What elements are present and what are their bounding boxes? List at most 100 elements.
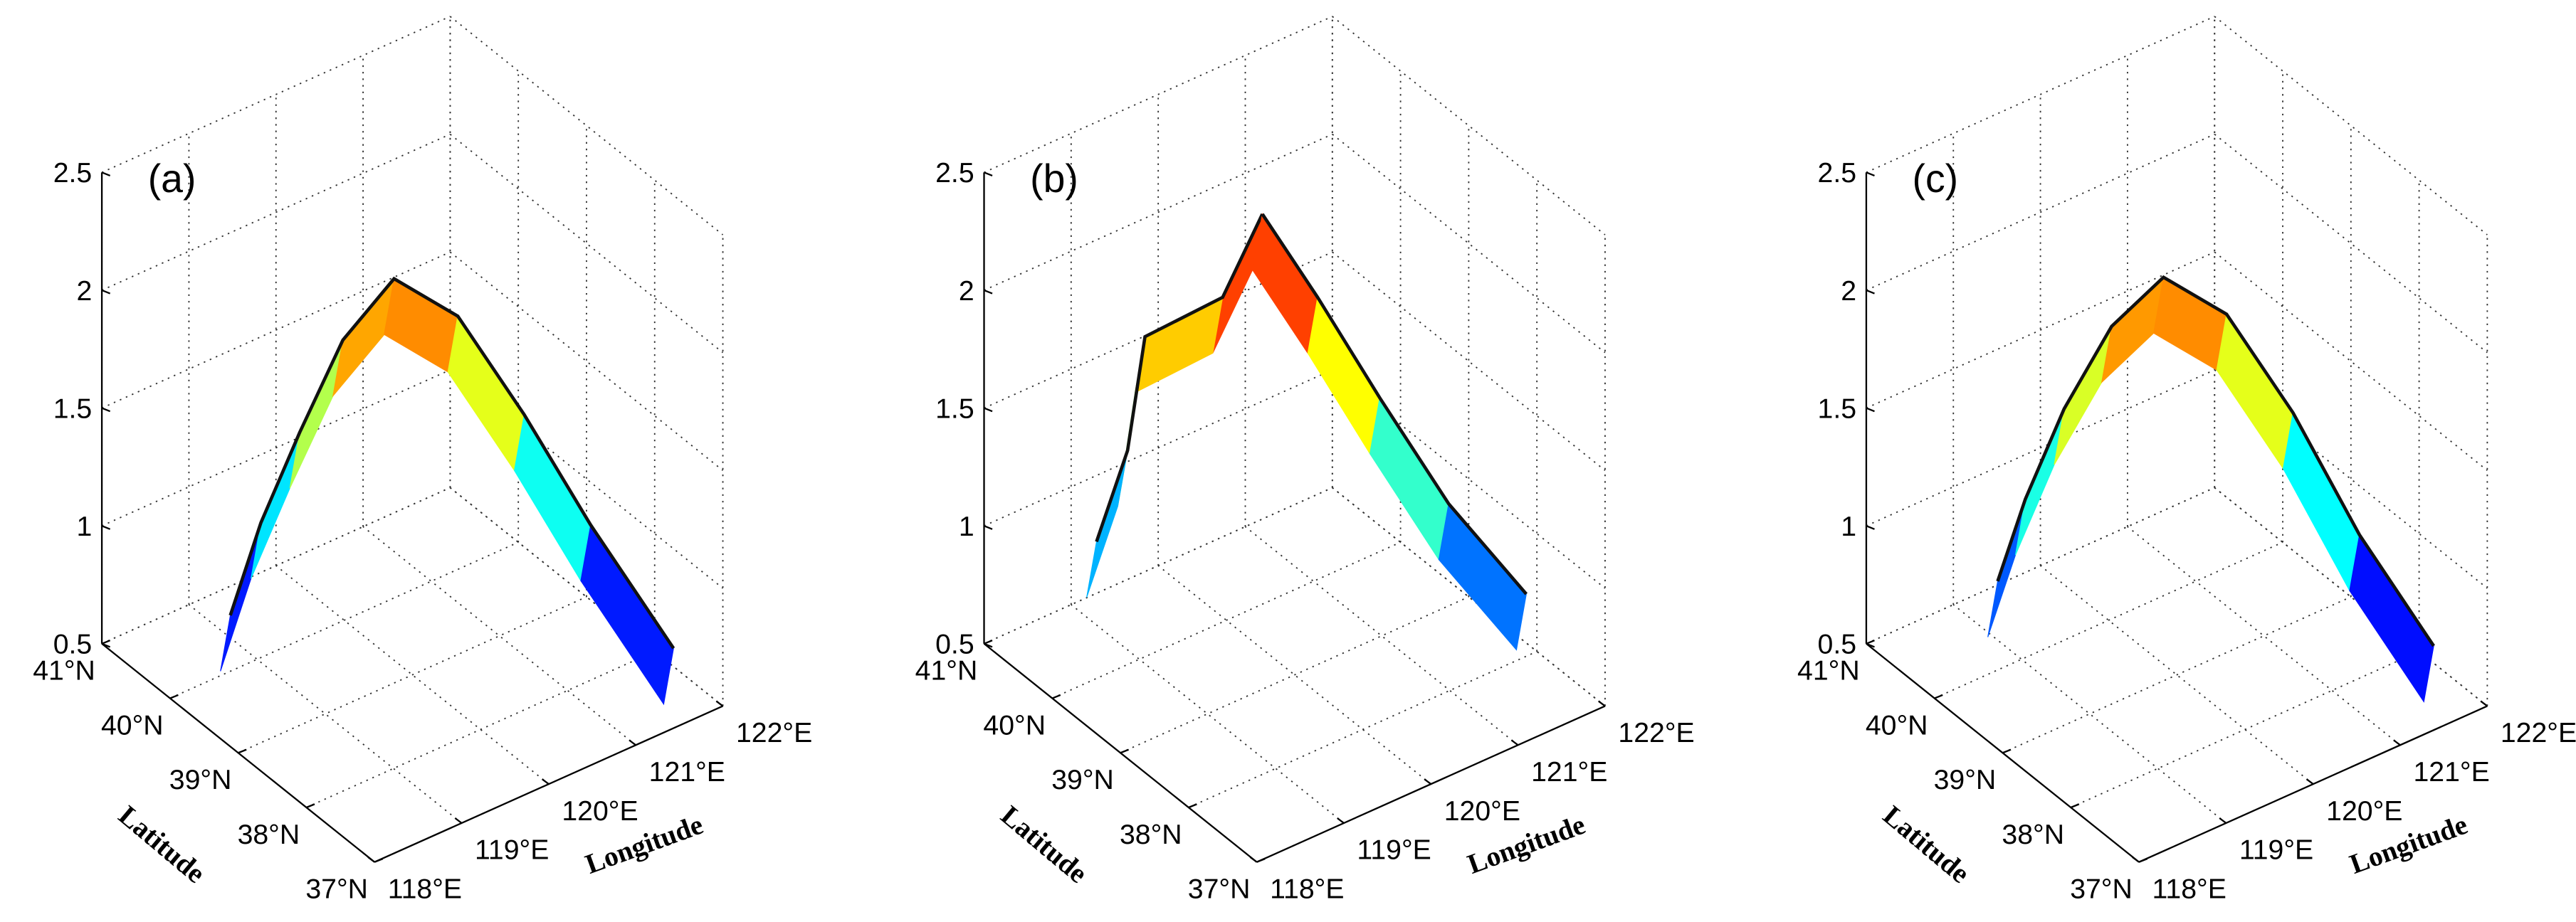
grid-line — [306, 650, 656, 808]
tick-mark — [541, 778, 550, 785]
grid-line — [101, 487, 451, 645]
tick-mark — [101, 642, 111, 648]
tick-mark — [715, 700, 724, 707]
x-tick-label: 121°E — [649, 756, 725, 788]
y-tick-label: 37°N — [2070, 874, 2133, 905]
tick-mark — [1866, 525, 1875, 530]
tick-mark — [1424, 778, 1431, 785]
x-tick-label: 120°E — [562, 795, 638, 827]
tick-mark — [1120, 748, 1130, 754]
surface-patch — [514, 413, 592, 583]
tick-mark — [984, 642, 993, 648]
tick-mark — [1598, 700, 1606, 707]
y-tick-label: 41°N — [1797, 655, 1860, 687]
tick-mark — [238, 748, 247, 754]
y-tick-label: 41°N — [33, 655, 95, 687]
y-tick-label: 39°N — [1934, 764, 1997, 795]
x-tick-label: 118°E — [2152, 874, 2227, 905]
grid-line — [1934, 541, 2283, 699]
tick-mark — [1188, 803, 1197, 809]
x-axis — [2138, 705, 2488, 863]
grid-line — [1866, 16, 2215, 174]
surface-patch — [1134, 296, 1224, 393]
tick-mark — [2393, 739, 2401, 746]
x-tick-label: 119°E — [2239, 834, 2313, 866]
panel-label: (b) — [1030, 157, 1078, 201]
panel-label: (a) — [148, 157, 196, 201]
tick-mark — [374, 858, 384, 863]
tick-mark — [629, 739, 636, 746]
x-axis — [374, 705, 724, 863]
x-tick-label: 119°E — [475, 834, 549, 866]
tick-mark — [2306, 778, 2314, 785]
z-tick-label: 1.5 — [53, 393, 93, 424]
tick-mark — [2219, 817, 2227, 824]
grid-line — [1120, 596, 1469, 754]
y-tick-label: 40°N — [1866, 709, 1928, 741]
grid-line — [984, 487, 1333, 645]
surface-ridge — [1996, 275, 2435, 647]
grid-line — [2002, 596, 2352, 754]
grid-line — [984, 369, 1333, 527]
y-tick-label: 38°N — [2002, 819, 2064, 850]
y-tick-label: 40°N — [983, 709, 1046, 741]
surface-patch — [1307, 296, 1381, 455]
grid-line — [169, 541, 519, 699]
y-tick-label: 41°N — [915, 655, 978, 687]
tick-mark — [1866, 642, 1875, 648]
grid-line — [101, 16, 451, 174]
z-tick-label: 1 — [1841, 511, 1856, 542]
surface-patch — [2349, 534, 2434, 703]
surface-patch — [2014, 408, 2065, 556]
tick-mark — [1866, 640, 1875, 645]
z-tick-label: 2.5 — [935, 157, 974, 189]
surface-patch — [1369, 396, 1449, 561]
x-tick-label: 120°E — [1444, 795, 1520, 827]
tick-mark — [1337, 817, 1345, 824]
surface-patch — [1212, 213, 1263, 354]
tick-mark — [306, 803, 315, 809]
y-axis-label: Latitude — [995, 800, 1093, 889]
tick-mark — [101, 407, 111, 413]
z-tick-label: 0.5 — [935, 629, 974, 660]
y-tick-label: 39°N — [1051, 764, 1114, 795]
tick-mark — [984, 171, 993, 177]
panel-label: (c) — [1913, 157, 1959, 201]
tick-mark — [984, 525, 993, 530]
z-tick-label: 1 — [76, 511, 92, 542]
grid-line — [984, 16, 1333, 174]
x-tick-label: 121°E — [2414, 756, 2490, 788]
y-axis-label: Latitude — [1877, 800, 1975, 889]
y-tick-label: 39°N — [169, 764, 232, 795]
y-tick-label: 38°N — [238, 819, 300, 850]
surface-patch — [2282, 411, 2360, 592]
grid-line — [1051, 541, 1401, 699]
z-tick-label: 0.5 — [1818, 629, 1857, 660]
tick-mark — [367, 856, 375, 863]
z-tick-label: 2 — [959, 275, 974, 307]
grid-line — [984, 133, 1333, 291]
tick-mark — [984, 640, 993, 645]
surface-patch — [2054, 326, 2113, 465]
grid-line — [238, 596, 587, 754]
tick-mark — [2480, 700, 2488, 707]
tick-mark — [1249, 856, 1258, 863]
tick-mark — [101, 640, 111, 645]
surface-patch — [2216, 313, 2294, 470]
grid-line — [1866, 369, 2215, 527]
y-tick-label: 38°N — [1120, 819, 1182, 850]
tick-mark — [2132, 856, 2140, 863]
x-tick-label: 122°E — [1618, 717, 1694, 748]
z-tick-label: 2.5 — [53, 157, 93, 189]
grid-line — [1866, 251, 2215, 409]
tick-mark — [454, 817, 463, 824]
x-axis — [1256, 705, 1606, 863]
x-tick-label: 120°E — [2326, 795, 2402, 827]
tick-mark — [984, 407, 993, 413]
tick-mark — [2002, 748, 2012, 754]
z-tick-label: 2.5 — [1818, 157, 1857, 189]
tick-mark — [1934, 694, 1943, 699]
x-tick-label: 118°E — [1270, 874, 1344, 905]
tick-mark — [984, 289, 993, 295]
